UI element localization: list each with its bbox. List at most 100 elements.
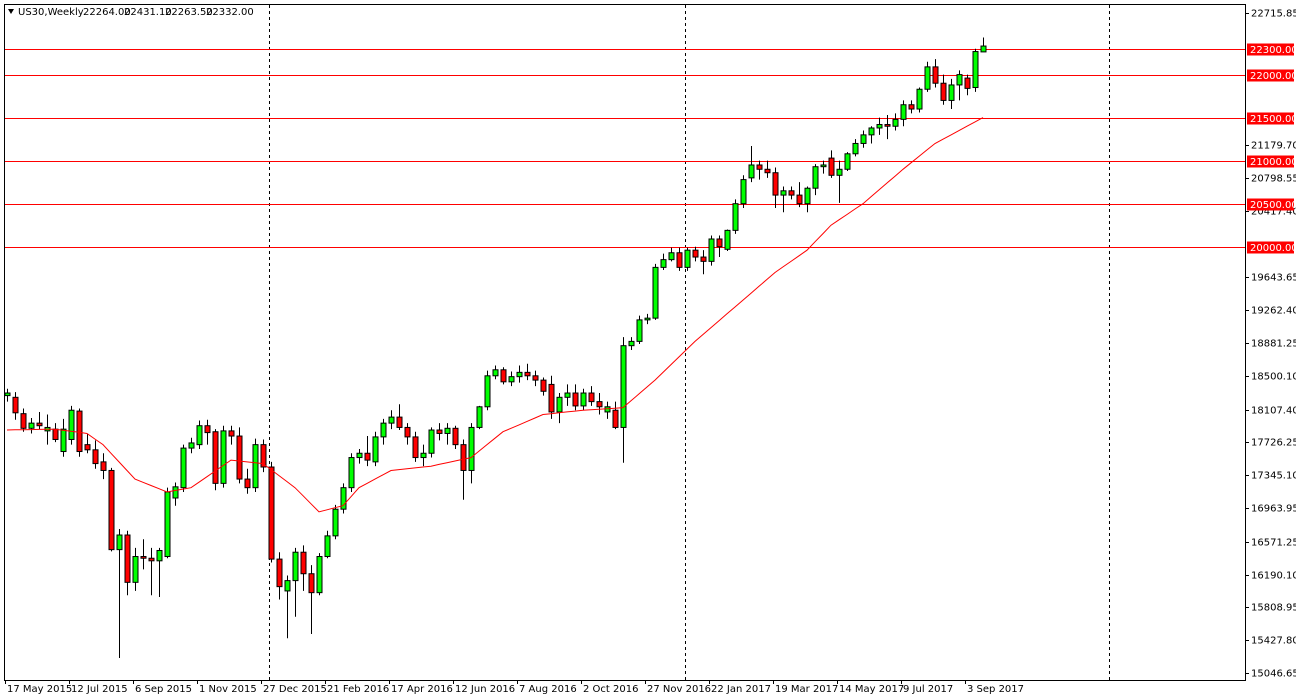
candle-body [884,124,891,127]
candle-body [404,426,411,438]
menu-arrow [8,9,14,14]
y-tick-label: 16571.25 [1251,538,1296,549]
candle-body [372,436,379,463]
info-open: 22264.00 [83,7,131,18]
candle-body [932,66,939,84]
x-tick-label: 6 Sep 2015 [135,684,192,695]
candle-body [692,249,699,258]
candle-body [556,396,563,413]
candle-body [188,442,195,449]
y-tick-label: 20798.55 [1251,174,1296,185]
candle-body [324,535,331,558]
candle-body [796,194,803,205]
candle-body [524,371,531,377]
candle-body [396,416,403,428]
candle-body [92,449,99,465]
candle-body [52,428,59,440]
y-tick-label: 17726.25 [1251,438,1296,449]
candle-body [748,164,755,179]
candle-body [956,74,963,86]
candle-body [36,422,43,427]
x-tick-label: 12 Jun 2016 [455,684,515,695]
candle-body [588,392,595,403]
x-tick-label: 1 Nov 2015 [199,684,257,695]
candle-body [716,238,723,248]
x-tick-label: 12 Jul 2015 [71,684,128,695]
candle-body [180,447,187,489]
x-tick-label: 9 Jul 2017 [903,684,953,695]
candle-body [484,375,491,408]
x-tick-label: 27 Nov 2016 [647,684,711,695]
candle-body [652,266,659,319]
candle-body [172,486,179,499]
y-tick-label: 16963.95 [1251,504,1296,515]
candle-body [196,425,203,446]
candle-body [268,466,275,560]
candle-body [940,82,947,101]
x-tick-label: 19 Mar 2017 [775,684,838,695]
candle-body [340,487,347,510]
candle-body [924,66,931,90]
candle-body [84,444,91,451]
level-label: 21500.00 [1250,114,1296,125]
candle-body [124,534,131,583]
level-label-box [1247,69,1294,82]
candle-body [788,190,795,196]
candle-body [684,249,691,268]
candle-body [132,556,139,583]
candle-body [260,444,267,468]
y-tick-label: 16190.10 [1251,571,1296,582]
candle-body [892,118,899,127]
candle-body [468,426,475,471]
level-label-box [1247,43,1294,56]
chart-title: US30,Weekly [18,7,84,18]
candle-body [572,392,579,407]
candle-body [156,549,163,562]
plot-layer [4,37,1245,659]
candle-body [860,134,867,144]
candle-body [12,396,19,414]
y-tick-label: 15046.65 [1251,669,1296,680]
candle-body [644,317,651,321]
candle-body [420,452,427,459]
candle-body [628,340,635,347]
x-tick-label: 7 Aug 2016 [519,684,577,695]
candle-body [868,127,875,136]
candle-body [660,259,667,268]
x-tick-label: 17 May 2015 [7,684,72,695]
level-label-box [1247,155,1294,168]
candle-body [508,376,515,383]
candle-body [412,436,419,459]
candle-body [708,238,715,262]
candle-body [828,157,835,176]
y-tick-label: 15427.80 [1251,636,1296,647]
level-label: 21000.00 [1250,157,1296,168]
candle-body [900,104,907,120]
candle-body [20,413,27,429]
candle-body [380,422,387,438]
candle-body [908,104,915,110]
candle-body [60,428,67,453]
candle-body [596,401,603,408]
level-label: 22000.00 [1250,71,1296,82]
level-label: 20000.00 [1250,243,1296,254]
x-tick-label: 22 Jan 2017 [711,684,771,695]
candle-body [452,427,459,446]
candle-body [564,392,571,398]
candle-body [140,556,147,559]
candle-body [948,84,955,101]
candle-body [76,410,83,453]
candle-body [980,45,987,53]
candle-body [740,179,747,205]
candle-body [460,444,467,471]
candle-body [236,435,243,480]
y-tick-label: 19643.65 [1251,273,1296,284]
candle-body [780,190,787,196]
info-high: 22431.10 [124,7,172,18]
y-tick-label: 20417.40 [1251,207,1296,218]
y-tick-label: 18881.25 [1251,339,1296,350]
candle-body [812,166,819,189]
level-label: 20500.00 [1250,200,1296,211]
info-close: 22332.00 [206,7,254,18]
candle-body [316,556,323,594]
